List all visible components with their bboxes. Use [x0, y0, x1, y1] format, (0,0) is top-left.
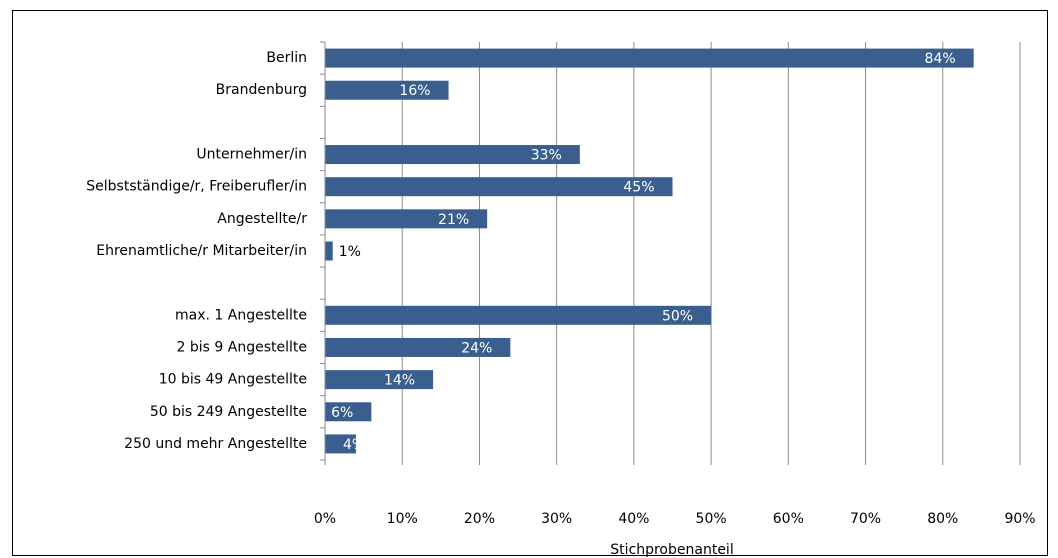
data-label: 6%	[331, 405, 353, 421]
bar	[325, 402, 372, 422]
y-tick-label: 250 und mehr Angestellte	[124, 436, 307, 452]
data-label: 21%	[438, 212, 469, 228]
chart-frame	[12, 10, 1048, 556]
y-tick-label: 50 bis 249 Angestellte	[150, 404, 307, 420]
bar	[325, 241, 333, 261]
y-tick-label: 2 bis 9 Angestellte	[177, 339, 307, 355]
y-tick-label: max. 1 Angestellte	[175, 307, 307, 323]
data-label: 14%	[384, 373, 415, 389]
bar	[325, 209, 488, 229]
bar	[325, 370, 434, 390]
y-tick-label: Unternehmer/in	[196, 147, 307, 163]
x-tick-label: 70%	[850, 511, 881, 527]
y-tick-label: Ehrenamtliche/r Mitarbeiter/in	[96, 243, 307, 259]
bar	[325, 337, 511, 357]
y-tick-label: Selbstständige/r, Freiberufler/in	[86, 179, 307, 195]
x-tick-label: 80%	[927, 511, 958, 527]
x-axis-title: Stichprobenanteil	[610, 542, 733, 558]
bar	[325, 48, 974, 68]
data-label: 4%	[343, 437, 365, 453]
x-tick-label: 10%	[387, 511, 418, 527]
x-tick-label: 0%	[314, 511, 336, 527]
data-label: 24%	[461, 340, 492, 356]
bar	[325, 305, 712, 325]
x-tick-label: 30%	[541, 511, 572, 527]
bar	[325, 80, 449, 100]
data-label: 50%	[662, 308, 693, 324]
x-tick-label: 90%	[1004, 511, 1035, 527]
bar	[325, 145, 580, 165]
data-label: 84%	[925, 51, 956, 67]
y-tick-label: Berlin	[266, 50, 307, 66]
y-tick-label: 10 bis 49 Angestellte	[159, 372, 307, 388]
x-tick-label: 50%	[696, 511, 727, 527]
y-tick-label: Brandenburg	[216, 82, 307, 98]
x-tick-label: 40%	[618, 511, 649, 527]
data-label: 1%	[339, 244, 361, 260]
data-label: 33%	[531, 148, 562, 164]
x-tick-label: 20%	[464, 511, 495, 527]
bar	[325, 177, 673, 197]
y-tick-label: Angestellte/r	[217, 211, 307, 227]
x-tick-label: 60%	[773, 511, 804, 527]
bar	[325, 434, 356, 454]
data-label: 45%	[623, 180, 654, 196]
data-label: 16%	[399, 83, 430, 99]
